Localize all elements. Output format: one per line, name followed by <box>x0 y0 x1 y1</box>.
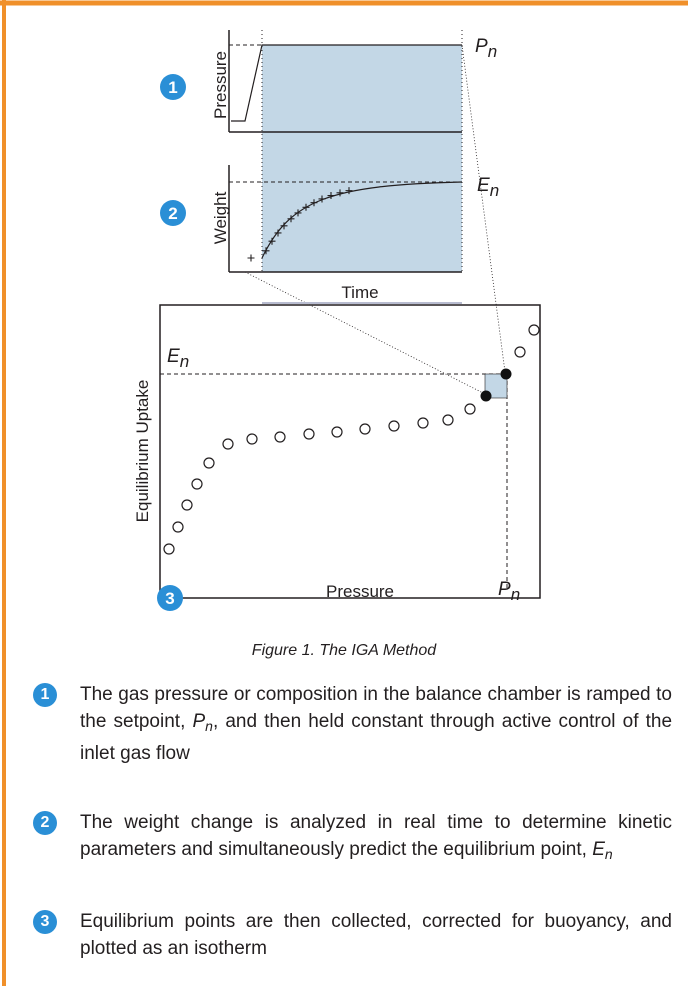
point-open <box>442 414 454 426</box>
plot-frame <box>159 304 541 599</box>
x-label: Time <box>341 283 378 302</box>
isotherm-points <box>163 324 540 555</box>
end-label: Pn <box>475 36 497 61</box>
x-label: Pressure <box>326 582 394 601</box>
badge-number: 3 <box>165 589 174 608</box>
step-badge: 3 <box>33 910 57 934</box>
label-main: E <box>477 175 490 196</box>
point-open <box>222 438 234 450</box>
plus-mark <box>268 237 276 245</box>
plus-mark <box>274 229 282 237</box>
badge <box>160 200 186 226</box>
plus-mark <box>310 199 318 207</box>
label-sub: n <box>180 352 189 371</box>
step-square <box>484 373 508 399</box>
label-main: P <box>475 36 488 57</box>
label-sub: n <box>490 181 499 200</box>
badge-number: 2 <box>168 204 177 223</box>
y-label: Pressure <box>211 51 230 119</box>
step-text-part: Equilibrium points are then collected, c… <box>80 911 672 959</box>
label-sub: n <box>488 42 497 61</box>
plus-mark <box>327 192 335 200</box>
step-text-part: , and then held constant through active … <box>80 711 673 764</box>
label-main: E <box>167 346 180 367</box>
plus-mark <box>287 215 295 223</box>
end-label: En <box>477 175 499 200</box>
point-open <box>359 423 371 435</box>
point-open <box>528 324 540 336</box>
step-text: The weight change is analyzed in real ti… <box>80 809 672 868</box>
point-open <box>388 420 400 432</box>
step-text-part: The weight change is analyzed in real ti… <box>80 812 672 860</box>
point-open <box>331 426 343 438</box>
y-label: Weight <box>211 191 230 244</box>
point-open <box>163 543 175 555</box>
plus-mark <box>336 189 344 197</box>
y-label: Equilibrium Uptake <box>133 380 152 523</box>
label-sub: n <box>511 585 520 604</box>
badge-number: 1 <box>168 78 177 97</box>
step-text: Equilibrium points are then collected, c… <box>80 908 672 962</box>
end-label: Pn <box>498 579 520 604</box>
point-open <box>181 499 193 511</box>
point-filled <box>500 368 512 380</box>
plus-mark <box>294 209 302 217</box>
point-open <box>274 431 286 443</box>
pressure-curve <box>231 44 462 122</box>
end-label: En <box>167 346 189 371</box>
point-open <box>417 417 429 429</box>
step-badge: 1 <box>33 683 57 707</box>
point-open <box>464 403 476 415</box>
caption: Figure 1. The IGA Method <box>252 642 437 659</box>
step-text-part: The gas pressure or composition in the b… <box>80 684 672 732</box>
step-symbol: E <box>592 839 605 860</box>
plus-mark <box>318 195 326 203</box>
badge <box>160 74 186 100</box>
plus-mark <box>247 254 255 262</box>
badge <box>157 585 183 611</box>
plus-mark <box>262 247 270 255</box>
point-open <box>191 478 203 490</box>
shaded-region <box>262 45 462 272</box>
point-open <box>303 428 315 440</box>
plus-mark <box>280 222 288 230</box>
step-symbol-sub: n <box>205 718 213 734</box>
plus-mark <box>302 203 310 211</box>
point-open <box>514 346 526 358</box>
step-symbol: P <box>192 711 206 732</box>
point-open <box>246 433 258 445</box>
point-filled <box>480 390 492 402</box>
point-open <box>203 457 215 469</box>
label-main: P <box>498 579 511 600</box>
step-symbol-sub: n <box>604 846 613 862</box>
weight-points <box>247 187 353 262</box>
step-text: The gas pressure or composition in the b… <box>80 681 672 767</box>
step-badge: 2 <box>33 811 57 835</box>
connector <box>461 44 506 373</box>
plus-mark <box>345 187 353 195</box>
point-open <box>172 521 184 533</box>
